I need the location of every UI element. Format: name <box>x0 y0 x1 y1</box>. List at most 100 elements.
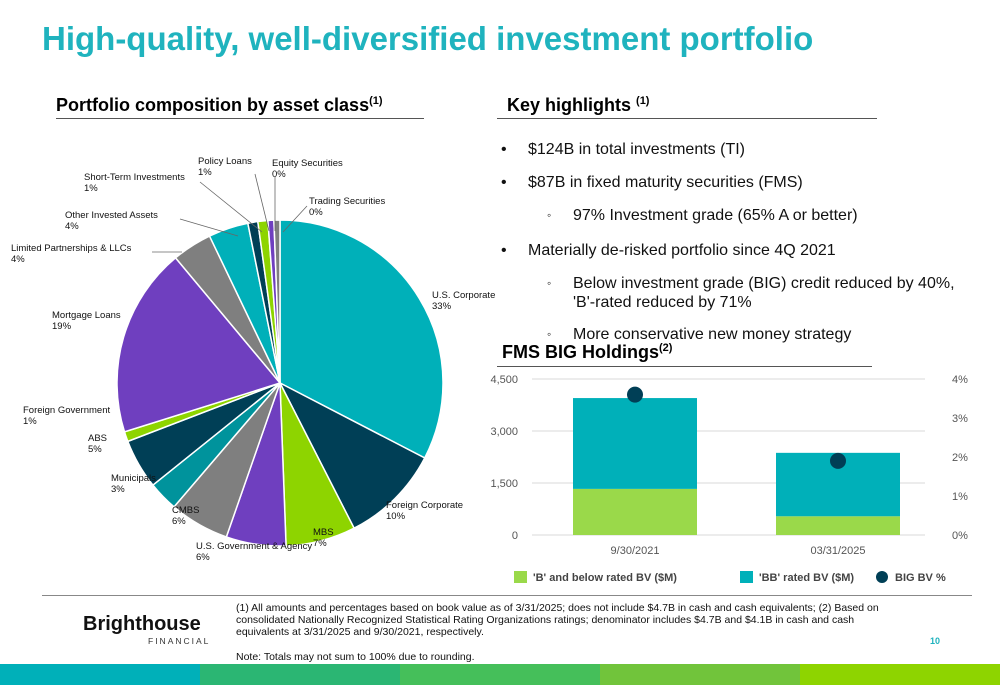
pie-slice-value: 6% <box>172 516 186 527</box>
footer-rule <box>42 595 972 596</box>
pie-slice-value: 1% <box>23 416 37 427</box>
pie-slice <box>116 256 282 433</box>
color-stripe <box>200 664 400 685</box>
pie-slice-label: U.S. Corporate <box>432 290 495 301</box>
pie-slice-value: 6% <box>196 552 210 563</box>
y2-tick-label: 1% <box>952 491 968 503</box>
pie-slice-label: ABS <box>88 433 107 444</box>
pie-slice-value: 1% <box>84 183 98 194</box>
highlight-item: • $124B in total investments (TI) <box>497 140 957 160</box>
highlight-item: ◦ More conservative new money strategy <box>497 325 957 344</box>
highlights-heading-sup: (1) <box>636 95 650 107</box>
bar-heading-rule <box>497 366 872 367</box>
pie-slice-value: 33% <box>432 301 452 312</box>
pie-slice-label: Foreign Corporate <box>386 500 463 511</box>
highlight-text: More conservative new money strategy <box>573 326 852 343</box>
pie-slice-label: MBS <box>313 527 334 538</box>
y2-tick-label: 0% <box>952 530 968 542</box>
highlights-heading: Key highlights (1) <box>507 95 649 116</box>
x-tick-label: 03/31/2025 <box>810 545 865 557</box>
pie-slice-label: CMBS <box>172 505 199 516</box>
pie-slice-label: Short-Term Investments <box>84 172 185 183</box>
x-tick-label: 9/30/2021 <box>611 545 660 557</box>
pie-slice-label: Other Invested Assets <box>65 210 158 221</box>
pie-slice-label: Municipals <box>111 473 156 484</box>
y2-tick-label: 4% <box>952 374 968 386</box>
pie-slice-value: 3% <box>111 484 125 495</box>
bar-heading-text: FMS BIG Holdings <box>502 342 659 362</box>
legend-swatch <box>876 571 888 583</box>
y-tick-label: 3,000 <box>490 426 518 438</box>
pie-heading-rule <box>56 118 424 119</box>
legend-swatch <box>514 571 527 583</box>
pie-slice-label: Limited Partnerships & LLCs <box>11 243 132 254</box>
footnote: (1) All amounts and percentages based on… <box>236 602 879 638</box>
pie-slice-value: 4% <box>65 221 79 232</box>
pie-slice <box>278 381 426 530</box>
y-tick-label: 4,500 <box>490 374 518 386</box>
y2-tick-label: 3% <box>952 413 968 425</box>
logo-wordmark: Brighthouse <box>83 613 201 635</box>
pie-slice-value: 19% <box>52 321 72 332</box>
highlights-heading-rule <box>497 118 877 119</box>
y2-tick-label: 2% <box>952 452 968 464</box>
pie-slice-value: 4% <box>11 254 25 265</box>
bar-segment <box>573 488 697 535</box>
pie-slices <box>116 219 444 547</box>
color-stripe <box>400 664 600 685</box>
highlights-heading-text: Key highlights <box>507 95 632 115</box>
pie-slice-label: Policy Loans <box>198 156 252 167</box>
y-tick-label: 0 <box>512 530 518 542</box>
bar-legend: 'B' and below rated BV ($M) 'BB' rated BV… <box>514 571 946 584</box>
pie-leader-line <box>282 205 308 233</box>
bullet-marker: • <box>501 141 507 158</box>
bar-heading: FMS BIG Holdings(2) <box>502 342 672 363</box>
legend-swatch <box>740 571 753 583</box>
highlight-item: • Materially de-risked portfolio since 4Q… <box>497 241 957 261</box>
bullet-marker: • <box>501 242 507 259</box>
bullet-marker: ◦ <box>547 208 552 222</box>
highlight-text: Below investment grade (BIG) credit redu… <box>573 275 955 311</box>
color-stripe <box>600 664 800 685</box>
bar-chart: 0 1,500 3,000 4,500 0% 1% 2% 3% 4% 9/30/2021 03/31… <box>490 374 968 584</box>
highlight-text: $87B in fixed maturity securities (FMS) <box>528 174 803 191</box>
pie-slice-value: 10% <box>386 511 406 522</box>
legend-label: BIG BV % <box>895 572 946 584</box>
pie-leader-line <box>199 181 263 233</box>
highlight-text: 97% Investment grade (65% A or better) <box>573 207 858 224</box>
logo-subtext: FINANCIAL <box>148 636 211 646</box>
big-bv-point <box>627 386 643 403</box>
pie-slice-value: 1% <box>198 167 212 178</box>
color-stripe <box>800 664 1000 685</box>
highlight-item: • $87B in fixed maturity securities (FMS) <box>497 173 957 193</box>
bar-segment <box>776 516 900 535</box>
pie-slice-value: 7% <box>313 538 327 549</box>
pie-heading-sup: (1) <box>369 95 383 107</box>
highlight-item: ◦ 97% Investment grade (65% A or better) <box>497 206 957 225</box>
color-stripe <box>0 664 200 685</box>
bullet-marker: • <box>501 174 507 191</box>
big-bv-point <box>830 452 846 469</box>
rounding-note: Note: Totals may not sum to 100% due to … <box>236 651 475 663</box>
highlight-text: Materially de-risked portfolio since 4Q … <box>528 242 836 259</box>
highlight-item: ◦ Below investment grade (BIG) credit red… <box>497 274 957 312</box>
pie-slice-value: 0% <box>272 169 286 180</box>
pie-leader-line <box>179 218 239 237</box>
legend-label: 'BB' rated BV ($M) <box>759 572 854 584</box>
page-title: High-quality, well-diversified investmen… <box>42 20 814 57</box>
pie-slice-value: 5% <box>88 444 102 455</box>
pie-slice-label: Mortgage Loans <box>52 310 121 321</box>
legend-label: 'B' and below rated BV ($M) <box>533 572 677 584</box>
pie-slice <box>273 219 281 384</box>
pie-slice-label: U.S. Government & Agency <box>196 541 312 552</box>
bullet-marker: ◦ <box>547 276 552 290</box>
pie-slice-label: Foreign Government <box>23 405 110 416</box>
page-number: 10 <box>930 636 941 646</box>
bar-heading-sup: (2) <box>659 342 673 354</box>
highlight-text: $124B in total investments (TI) <box>528 141 745 158</box>
pie-slice-label: Equity Securities <box>272 158 343 169</box>
pie-heading: Portfolio composition by asset class(1) <box>56 95 383 116</box>
pie-leader-line <box>254 173 270 232</box>
bar-segment <box>573 398 697 489</box>
